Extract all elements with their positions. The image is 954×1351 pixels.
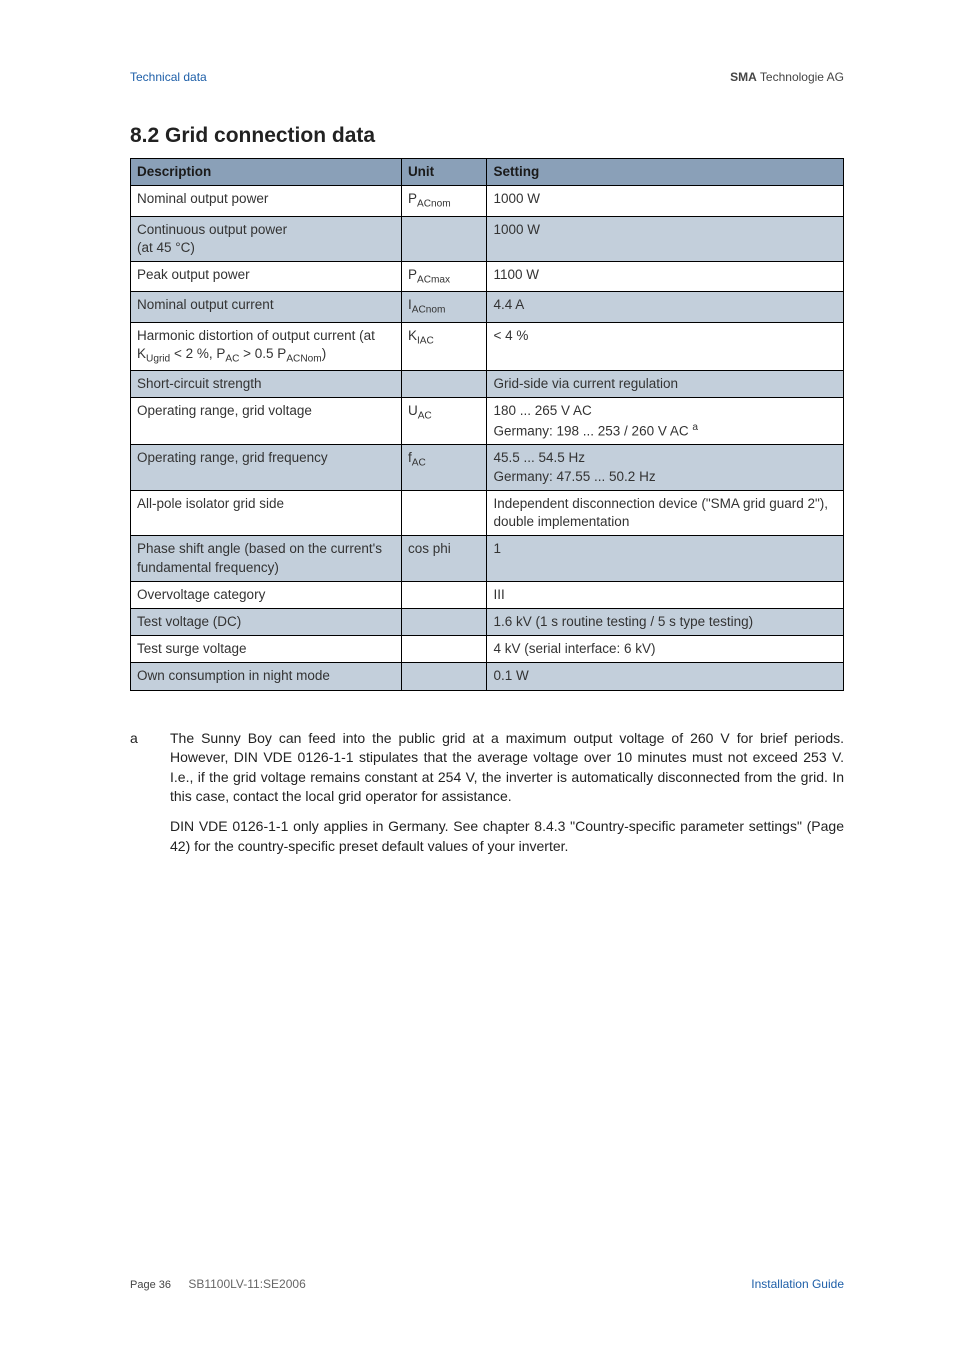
footer-left: Page 36 SB1100LV-11:SE2006 (130, 1277, 306, 1291)
cell-setting: 4.4 A (487, 292, 844, 322)
cell-description: Short-circuit strength (131, 371, 402, 398)
table-row: Short-circuit strength Grid-side via curr… (131, 371, 844, 398)
page-header: Technical data SMA Technologie AG (130, 70, 844, 84)
cell-unit (401, 663, 487, 690)
cell-unit (401, 581, 487, 608)
cell-unit (401, 490, 487, 535)
header-section: Technical data (130, 70, 207, 84)
table-row: Nominal output currentIACnom4.4 A (131, 292, 844, 322)
header-company-rest: Technologie AG (757, 70, 844, 84)
cell-setting: 45.5 ... 54.5 HzGermany: 47.55 ... 50.2 … (487, 445, 844, 490)
th-unit: Unit (401, 159, 487, 186)
cell-unit: cos phi (401, 536, 487, 581)
cell-description: Nominal output current (131, 292, 402, 322)
header-company-bold: SMA (730, 70, 757, 84)
cell-setting: III (487, 581, 844, 608)
table-row: Own consumption in night mode 0.1 W (131, 663, 844, 690)
cell-description: Operating range, grid frequency (131, 445, 402, 490)
table-row: Peak output powerPACmax1100 W (131, 262, 844, 292)
cell-setting: 4 kV (serial interface: 6 kV) (487, 636, 844, 663)
cell-description: Overvoltage category (131, 581, 402, 608)
cell-unit: UAC (401, 398, 487, 445)
table-row: Nominal output powerPACnom1000 W (131, 186, 844, 216)
th-setting: Setting (487, 159, 844, 186)
cell-description: Test voltage (DC) (131, 608, 402, 635)
cell-description: Operating range, grid voltage (131, 398, 402, 445)
footnote: a The Sunny Boy can feed into the public… (130, 729, 844, 867)
cell-setting: 1000 W (487, 216, 844, 261)
table-row: Harmonic distortion of output current (a… (131, 322, 844, 371)
cell-description: Peak output power (131, 262, 402, 292)
footer-page: Page 36 (130, 1279, 171, 1291)
cell-setting: 1000 W (487, 186, 844, 216)
page-footer: Page 36 SB1100LV-11:SE2006 Installation … (130, 1277, 844, 1291)
cell-unit: KIAC (401, 322, 487, 371)
table-row: Test voltage (DC) 1.6 kV (1 s routine tes… (131, 608, 844, 635)
table-row: Operating range, grid frequencyfAC45.5 .… (131, 445, 844, 490)
footer-doc-code: SB1100LV-11:SE2006 (188, 1277, 305, 1291)
cell-description: Harmonic distortion of output current (a… (131, 322, 402, 371)
cell-setting: 1.6 kV (1 s routine testing / 5 s type t… (487, 608, 844, 635)
cell-unit: IACnom (401, 292, 487, 322)
grid-connection-table: Description Unit Setting Nominal output … (130, 158, 844, 691)
footer-right: Installation Guide (751, 1277, 844, 1291)
cell-unit (401, 371, 487, 398)
cell-description: Nominal output power (131, 186, 402, 216)
section-title: 8.2 Grid connection data (130, 124, 844, 148)
table-row: Operating range, grid voltageUAC180 ... … (131, 398, 844, 445)
table-row: Overvoltage category III (131, 581, 844, 608)
cell-setting: 180 ... 265 V ACGermany: 198 ... 253 / 2… (487, 398, 844, 445)
cell-description: Phase shift angle (based on the current'… (131, 536, 402, 581)
footnote-p2: DIN VDE 0126-1-1 only applies in Germany… (170, 817, 844, 856)
cell-description: All-pole isolator grid side (131, 490, 402, 535)
cell-setting: Grid-side via current regulation (487, 371, 844, 398)
cell-setting: < 4 % (487, 322, 844, 371)
cell-setting: 1100 W (487, 262, 844, 292)
cell-setting: 1 (487, 536, 844, 581)
cell-unit: PACnom (401, 186, 487, 216)
cell-description: Continuous output power(at 45 °C) (131, 216, 402, 261)
cell-description: Test surge voltage (131, 636, 402, 663)
table-row: Continuous output power(at 45 °C) 1000 W (131, 216, 844, 261)
footnote-body: The Sunny Boy can feed into the public g… (170, 729, 844, 867)
footnote-p1: The Sunny Boy can feed into the public g… (170, 729, 844, 807)
cell-unit (401, 636, 487, 663)
th-description: Description (131, 159, 402, 186)
cell-unit: PACmax (401, 262, 487, 292)
header-company: SMA Technologie AG (730, 70, 844, 84)
cell-setting: 0.1 W (487, 663, 844, 690)
cell-setting: Independent disconnection device ("SMA g… (487, 490, 844, 535)
cell-unit: fAC (401, 445, 487, 490)
cell-unit (401, 216, 487, 261)
table-row: Phase shift angle (based on the current'… (131, 536, 844, 581)
cell-unit (401, 608, 487, 635)
table-row: Test surge voltage 4 kV (serial interface… (131, 636, 844, 663)
footnote-label: a (130, 729, 170, 867)
table-row: All-pole isolator grid side Independent d… (131, 490, 844, 535)
cell-description: Own consumption in night mode (131, 663, 402, 690)
